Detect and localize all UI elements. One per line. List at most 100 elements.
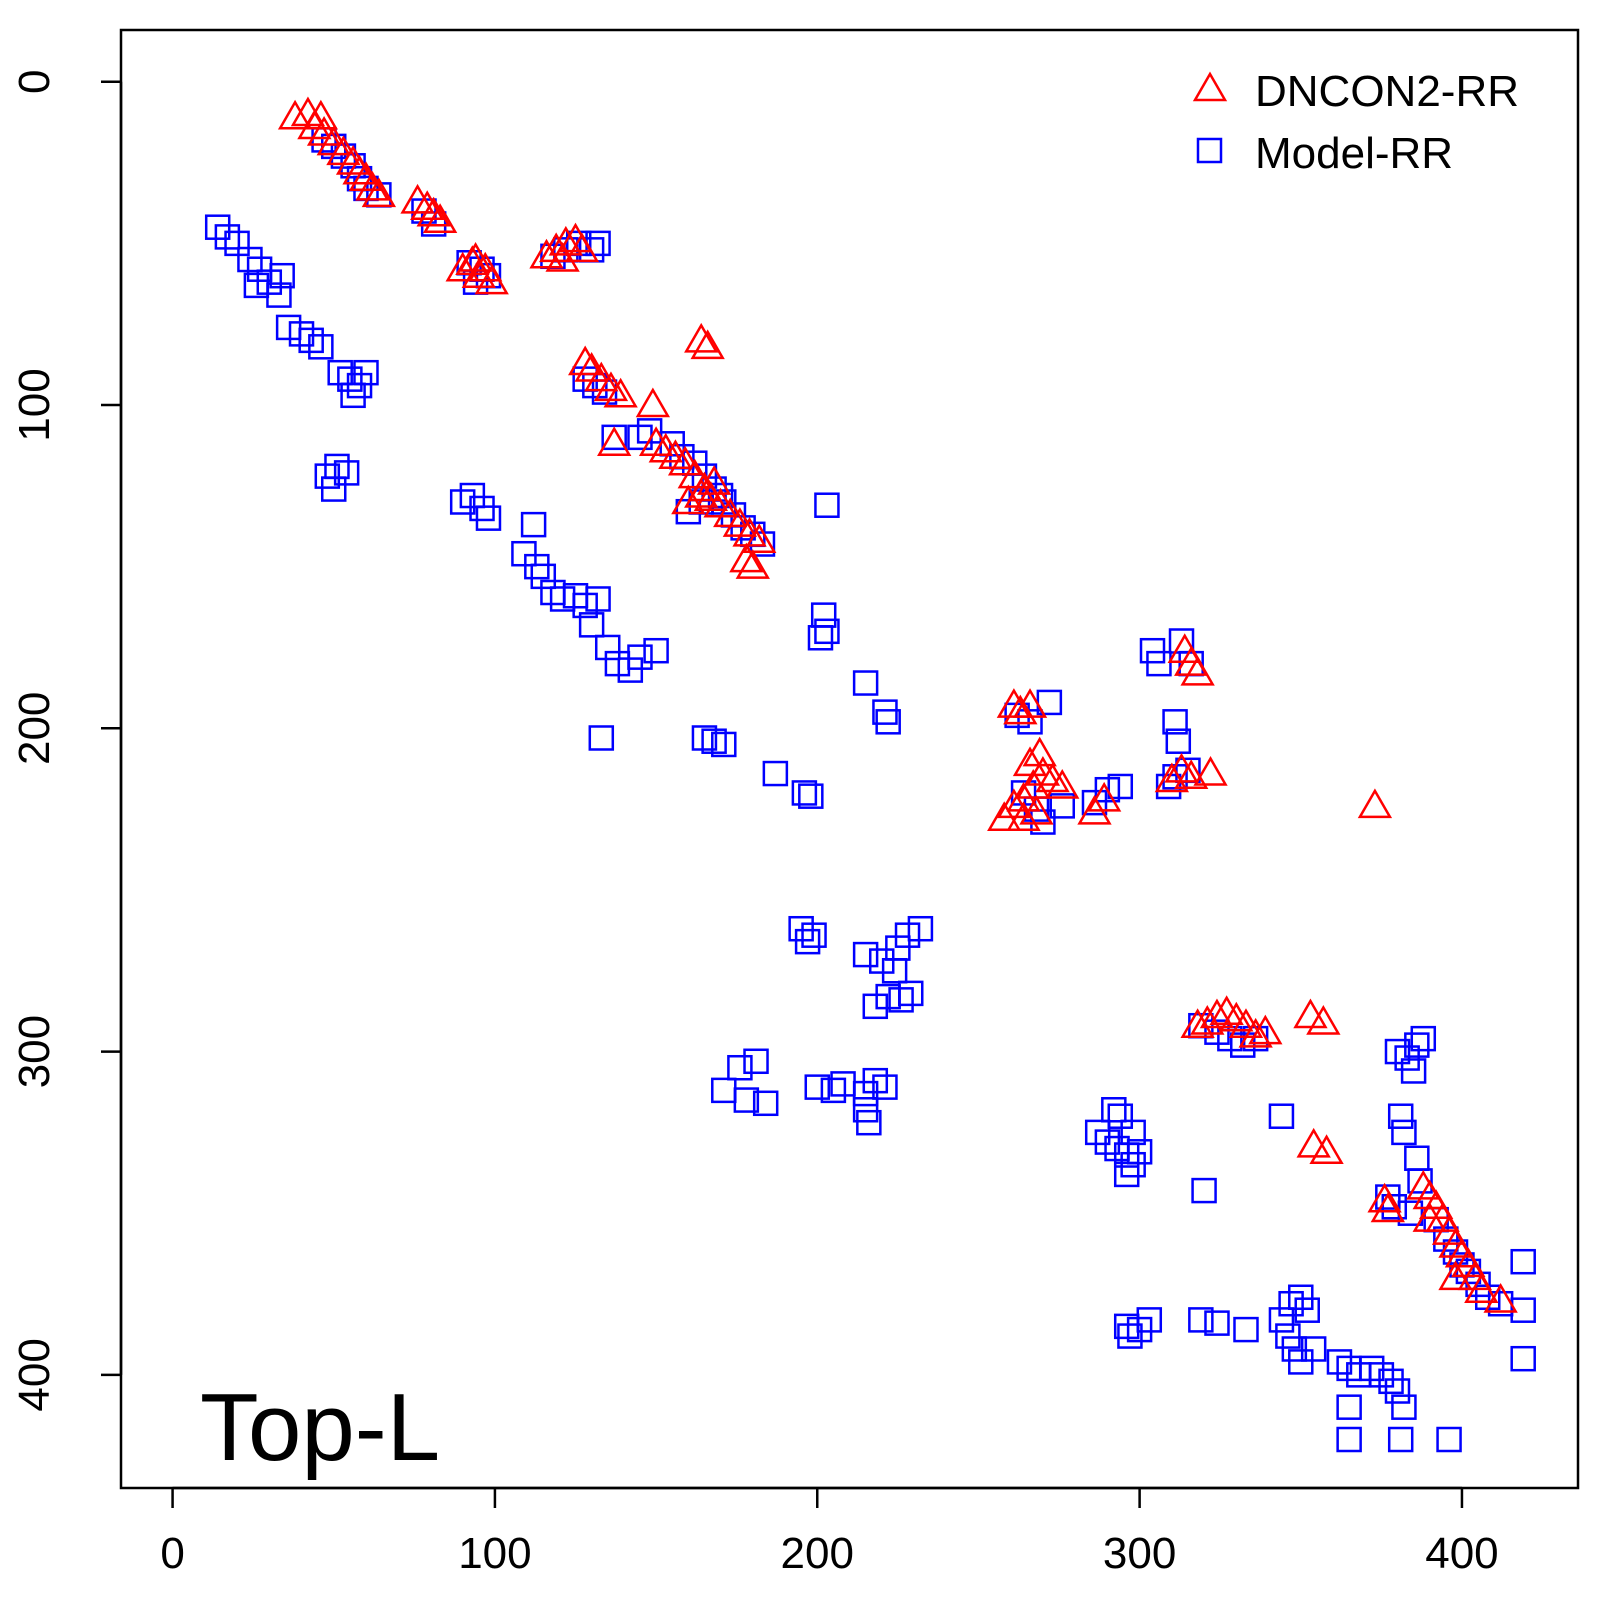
legend-label-dncon2: DNCON2-RR [1255,67,1519,116]
model-rr-point [1510,1345,1536,1372]
dncon2-rr-point [342,154,377,185]
model-rr-point [353,359,379,386]
model-rr-point [1126,1316,1153,1343]
model-rr-point [1084,1119,1111,1146]
dncon2-rr-point [690,329,725,360]
model-rr-point [324,453,350,480]
model-rr-point [237,246,263,273]
model-rr-point [469,495,495,522]
model-rr-point [1407,1168,1433,1194]
dncon2-rr-point [635,387,671,418]
model-rr-point [868,948,895,974]
model-rr-point [1400,1058,1427,1084]
model-rr-point [798,783,824,809]
dncon2-rr-point [1412,1202,1447,1232]
model-rr-point [1126,1139,1153,1165]
model-rr-point [872,1074,898,1100]
model-rr-point [743,1048,769,1075]
model-rr-point [788,915,814,942]
dncon2-rr-point [445,251,480,282]
dncon2-rr-point [564,232,600,263]
dncon2-rr-point [593,371,629,402]
dncon2-rr-point [638,426,674,457]
dncon2-rr-point [1293,998,1328,1029]
dncon2-rr-point [1003,694,1038,725]
dncon2-rr-point [696,465,732,495]
dncon2-rr-point [361,177,397,208]
dncon2-rr-point [1022,736,1057,767]
model-rr-point [266,282,292,308]
model-rr-point [862,993,889,1020]
dncon2-rr-point [1296,1127,1331,1158]
dncon2-rr-point [1357,788,1393,819]
model-rr-point [572,592,598,619]
model-rr-point [872,699,898,725]
model-rr-point [852,1080,879,1107]
model-rr-point [852,941,879,968]
x-axis: 0 100 200 300 400 [160,1486,1499,1578]
model-rr-point [1162,709,1188,735]
model-rr-point [256,269,283,295]
model-rr-point [298,327,324,354]
model-rr-point [1165,728,1192,754]
model-rr-point [578,612,605,638]
model-rr-point [907,915,934,942]
dncon2-rr-point [693,481,729,512]
model-rr-point [804,1074,831,1100]
model-rr-point [288,321,315,347]
model-rr-point [1230,1032,1256,1058]
model-rr-point [1268,1103,1295,1129]
model-rr-point [830,1071,856,1097]
model-rr-point [585,586,611,612]
model-rr-point [617,657,644,683]
dncon2-rr-point [1180,655,1215,686]
dncon2-rr-point [677,458,712,489]
dncon2-rr-point [1309,1134,1344,1165]
model-rr-point [588,725,615,751]
model-rr-point [1326,1349,1353,1375]
model-rr-point [275,314,302,341]
model-rr-point [327,359,353,386]
model-rr-point [711,731,737,758]
y-axis: 0 100 200 300 400 [10,69,123,1412]
dncon2-rr-point [568,345,603,376]
y-tick-label: 300 [10,1015,59,1088]
model-rr-point [1233,1316,1259,1343]
model-rr-point [224,230,250,257]
dncon2-rr-point [1164,752,1199,783]
model-rr-point [1336,1394,1362,1420]
model-rr-point [214,224,241,250]
model-rr-point [814,618,840,645]
dncon2-rr-point [1248,1014,1283,1045]
dncon2-rr-point [1193,756,1228,786]
dncon2-rr-point [603,377,638,408]
model-rr-point [1188,1307,1214,1333]
dncon2-rr-point [1464,1273,1499,1304]
model-rr-point [1278,1290,1304,1317]
dncon2-rr-point [1154,762,1190,793]
dncon2-rr-point [996,788,1032,819]
model-rr-point [1387,1426,1414,1453]
dncon2-rr-point [735,549,770,579]
model-rr-point [701,728,727,754]
x-tick-label: 0 [160,1529,184,1578]
model-rr-point [1113,1161,1140,1188]
model-rr-point [820,1077,847,1104]
model-rr-point [1288,1284,1314,1311]
model-rr-point [856,1109,882,1136]
model-rr-point [1268,1307,1295,1333]
model-rr-point [1288,1349,1314,1375]
plot-frame [119,28,1580,1490]
model-rr-point [897,980,924,1007]
model-rr-point [1275,1323,1301,1349]
model-rr-point [881,957,908,984]
model-rr-point [604,650,631,677]
model-rr-point [791,780,818,806]
model-rr-point [1107,1103,1134,1129]
model-rr-series [204,127,1536,1453]
model-rr-point [852,670,879,696]
dncon2-rr-point [1483,1282,1518,1313]
dncon2-rr-point [1209,995,1244,1026]
model-rr-point [627,424,653,451]
